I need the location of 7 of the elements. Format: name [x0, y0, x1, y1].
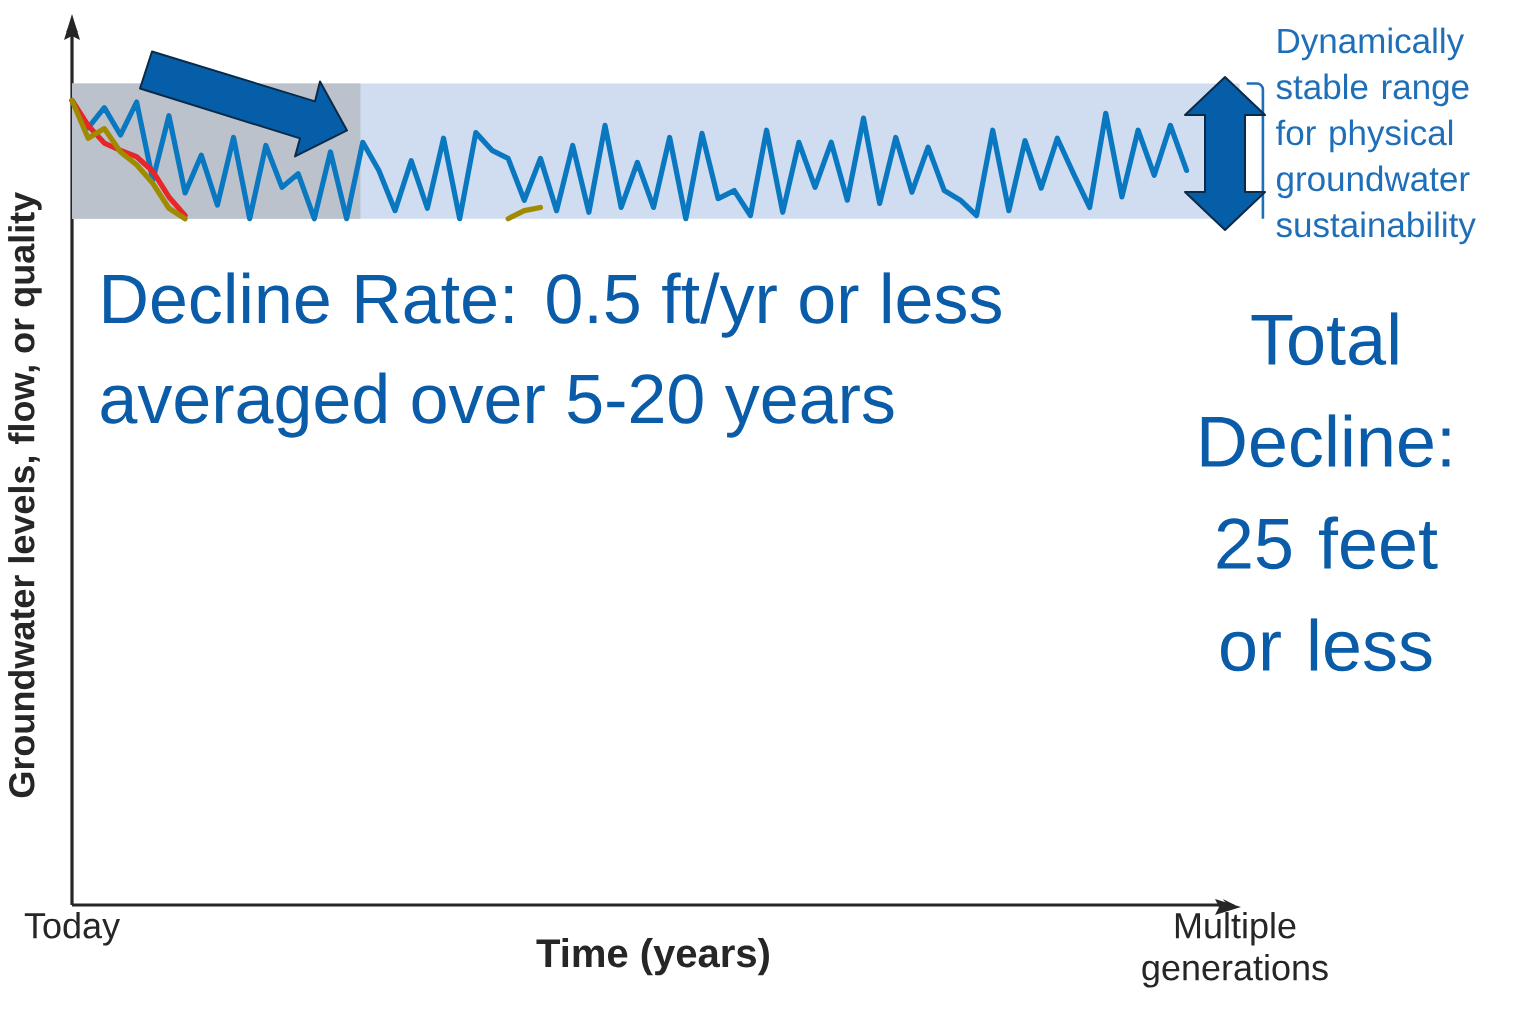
annotation: Total Decline: 25 feet or less	[1201, 312, 1450, 672]
y-axis-title: Groundwater levels, flow, or quality	[8, 192, 42, 798]
x-tick-label: Today	[24, 912, 120, 946]
annotation: Decline Rate: 0.5 ft/yr or less averaged over 5-20 years	[101, 272, 1001, 438]
band-label: Dynamically stable range for physical groundwater sustainability	[1276, 27, 1476, 245]
x-tick-label: Multiple generations	[1142, 912, 1328, 988]
x-axis-title: Time (years)	[536, 938, 769, 976]
